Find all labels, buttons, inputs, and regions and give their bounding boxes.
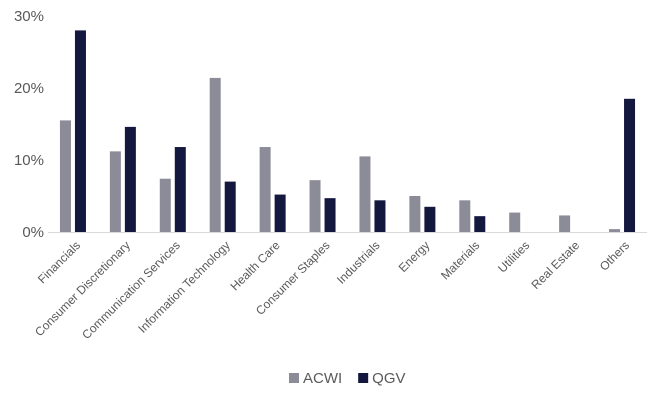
bar-acwi-financials <box>59 120 71 232</box>
x-tick-label: Others <box>597 238 632 273</box>
bar-acwi-utilities <box>509 212 521 232</box>
bar-qgv-industrials <box>374 200 386 232</box>
bar-acwi-consumer-staples <box>309 180 321 232</box>
bar-acwi-health-care <box>259 147 271 232</box>
x-tick-label: Industrials <box>334 238 383 287</box>
legend-label-qgv: QGV <box>372 370 405 387</box>
x-tick-label: Real Estate <box>528 238 582 292</box>
x-tick-label: Communication Services <box>79 238 183 342</box>
bar-acwi-real-estate <box>559 215 571 232</box>
x-tick-label: Energy <box>396 238 433 275</box>
bar-qgv-energy <box>424 206 436 232</box>
bar-qgv-health-care <box>274 194 286 232</box>
x-tick-label: Utilities <box>495 238 532 275</box>
x-tick-label: Materials <box>438 238 482 282</box>
legend-swatch-acwi <box>289 373 299 383</box>
y-tick-label: 30% <box>14 8 44 25</box>
bars <box>59 30 636 233</box>
bar-acwi-industrials <box>359 156 371 232</box>
y-tick-label: 0% <box>22 224 44 241</box>
bar-acwi-others <box>609 229 621 232</box>
y-axis: 0% 10% 20% 30% <box>14 8 44 241</box>
bar-qgv-others <box>624 98 636 232</box>
bar-acwi-materials <box>459 200 471 232</box>
bar-qgv-materials <box>474 216 486 232</box>
bar-qgv-financials <box>74 30 86 233</box>
bar-acwi-consumer-discretionary <box>109 151 121 232</box>
bar-qgv-consumer-staples <box>324 198 336 232</box>
bar-qgv-consumer-discretionary <box>124 126 136 232</box>
y-tick-label: 10% <box>14 152 44 169</box>
bar-acwi-information-technology <box>209 77 221 232</box>
y-tick-label: 20% <box>14 80 44 97</box>
legend: ACWI QGV <box>289 370 406 387</box>
legend-swatch-qgv <box>358 373 369 383</box>
bar-acwi-energy <box>409 196 421 232</box>
x-tick-label: Information Technology <box>135 238 232 335</box>
x-tick-label: Consumer Discretionary <box>32 238 133 339</box>
bar-qgv-communication-services <box>174 147 186 232</box>
bar-acwi-communication-services <box>159 178 171 232</box>
legend-label-acwi: ACWI <box>303 370 342 387</box>
x-tick-label: Financials <box>35 238 83 286</box>
bar-qgv-information-technology <box>224 181 236 232</box>
